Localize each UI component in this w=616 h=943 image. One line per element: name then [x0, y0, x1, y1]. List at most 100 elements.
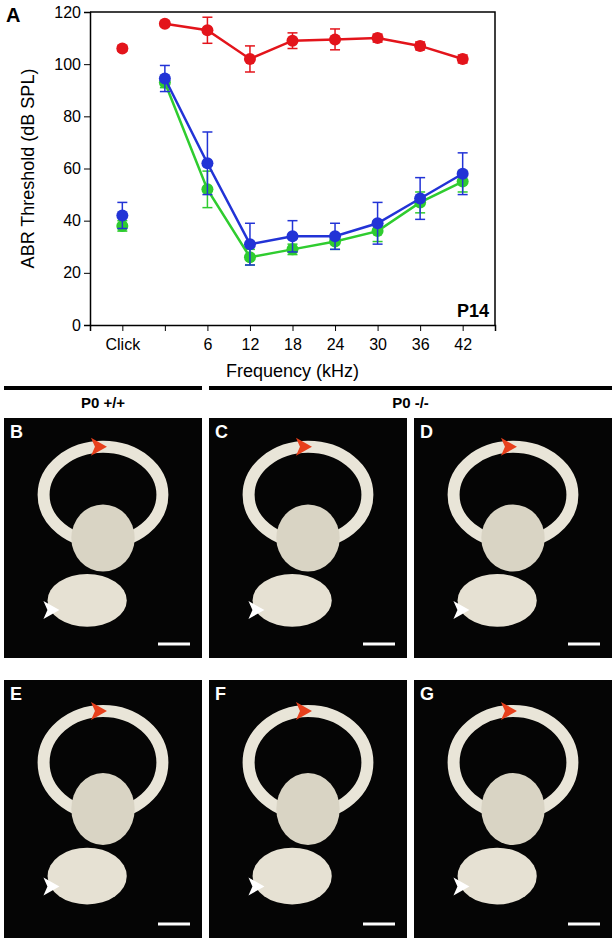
- x-tick-label: Click: [105, 336, 141, 353]
- error-cap: [330, 249, 340, 251]
- data-point: [457, 168, 469, 180]
- x-tick-mark: [420, 325, 421, 331]
- data-point: [116, 209, 128, 221]
- y-tick-label: 60: [63, 160, 81, 177]
- x-tick-mark: [335, 325, 336, 331]
- x-tick-mark: [250, 325, 251, 331]
- data-point: [201, 24, 213, 36]
- x-tick: 24: [327, 325, 345, 353]
- y-tick-label: 20: [63, 264, 81, 281]
- arrowhead: [501, 702, 517, 720]
- arrowhead: [296, 702, 312, 720]
- data-point: [244, 238, 256, 250]
- data-point: [329, 230, 341, 242]
- error-cap: [202, 16, 212, 18]
- x-tick-mark: [207, 325, 208, 331]
- data-point: [201, 157, 213, 169]
- vestibule: [481, 773, 544, 845]
- y-tick-label: 120: [54, 4, 81, 21]
- photo-panel: F: [209, 680, 407, 938]
- photo-panel: C: [209, 418, 407, 658]
- data-point: [159, 73, 171, 85]
- x-tick-label: 18: [284, 336, 302, 353]
- error-cap: [330, 28, 340, 30]
- figure: 020406080100120Click6121824303642Frequen…: [0, 0, 616, 943]
- error-cap: [458, 152, 468, 154]
- y-tick: 60: [63, 160, 90, 177]
- scale-bar: [568, 923, 600, 926]
- photo-panel: E: [4, 680, 202, 938]
- arrowhead: [91, 702, 107, 720]
- y-tick: 120: [54, 4, 90, 21]
- series: [159, 17, 469, 72]
- error-cap: [117, 228, 127, 230]
- cochlea: [253, 848, 332, 905]
- panel-label: A: [6, 4, 20, 26]
- arrowhead: [43, 877, 59, 895]
- series: [116, 43, 128, 55]
- y-axis-title: ABR Threshold (dB SPL): [18, 69, 38, 269]
- arrowhead: [453, 601, 469, 619]
- x-tick-label: 30: [369, 336, 387, 353]
- photo-background: [209, 680, 407, 938]
- error-cap: [202, 207, 212, 209]
- panel-label: E: [10, 684, 22, 704]
- data-point: [159, 18, 171, 30]
- error-cap: [330, 223, 340, 225]
- y-tick-mark: [84, 64, 90, 65]
- error-cap: [330, 249, 340, 251]
- photo-panel: D: [414, 418, 612, 658]
- photo-background: [414, 680, 612, 938]
- x-tick: 42: [454, 325, 472, 353]
- x-tick: 30: [369, 325, 387, 353]
- error-cap: [245, 264, 255, 266]
- arrowhead: [453, 877, 469, 895]
- error-cap: [202, 43, 212, 45]
- error-cap: [458, 194, 468, 196]
- arrowhead: [43, 601, 59, 619]
- series: [159, 76, 469, 265]
- y-tick-label: 80: [63, 108, 81, 125]
- plot-marks: [116, 17, 468, 265]
- vestibule: [276, 504, 339, 571]
- header-bar: [209, 386, 612, 390]
- arrowhead: [501, 438, 517, 456]
- data-point: [287, 230, 299, 242]
- y-tick: 0: [72, 317, 90, 334]
- data-point: [414, 40, 426, 52]
- x-axis: Click6121824303642: [91, 325, 496, 353]
- error-cap: [288, 32, 298, 34]
- cochlea: [458, 848, 537, 905]
- error-cap: [160, 65, 170, 67]
- error-cap: [245, 45, 255, 47]
- series-line: [165, 79, 463, 245]
- data-point: [372, 217, 384, 229]
- photo-background: [209, 418, 407, 658]
- series: [116, 202, 128, 228]
- error-cap: [288, 48, 298, 50]
- error-cap: [373, 243, 383, 245]
- x-tick-label: 42: [454, 336, 472, 353]
- x-tick-mark: [463, 325, 464, 331]
- y-tick: 100: [54, 56, 90, 73]
- photo-panel: G: [414, 680, 612, 938]
- y-tick-mark: [84, 273, 90, 274]
- y-axis: 020406080100120: [54, 4, 90, 334]
- x-tick: 6: [203, 325, 212, 353]
- data-point: [244, 53, 256, 65]
- y-tick: 20: [63, 264, 90, 281]
- x-tick-label: 12: [242, 336, 260, 353]
- error-cap: [288, 251, 298, 253]
- vestibule: [71, 504, 134, 571]
- y-tick-mark: [84, 325, 90, 326]
- error-cap: [202, 194, 212, 196]
- series: [159, 65, 469, 265]
- y-axis-line: [84, 13, 91, 326]
- error-cap: [117, 202, 127, 204]
- scale-bar: [158, 643, 190, 646]
- error-cap: [415, 219, 425, 221]
- header-bar: [4, 386, 202, 390]
- error-cap: [415, 177, 425, 179]
- y-tick-label: 0: [72, 317, 81, 334]
- data-point: [329, 33, 341, 45]
